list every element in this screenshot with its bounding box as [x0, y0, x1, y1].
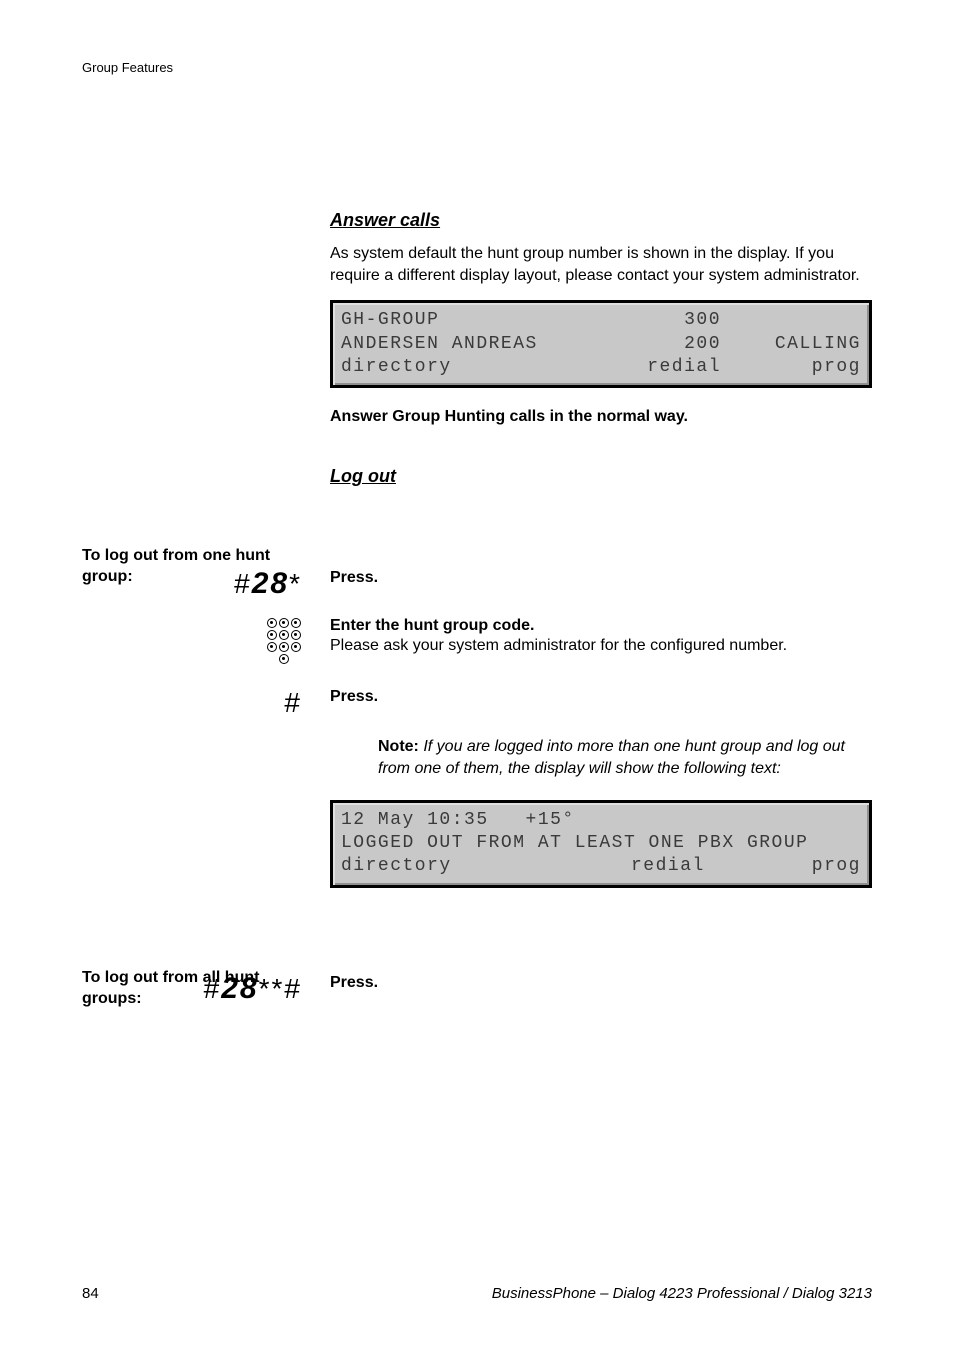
lcd-cell: redial — [631, 855, 761, 878]
section-title-log-out: Log out — [330, 466, 872, 487]
lcd-row: LOGGED OUT FROM AT LEAST ONE PBX GROUP — [341, 832, 861, 855]
hash-icon: # — [82, 688, 330, 718]
step-press-hash: Press. — [330, 688, 378, 705]
lcd-cell: prog — [741, 356, 861, 379]
lcd-cell: GH-GROUP — [341, 309, 621, 332]
lcd-row: 12 May 10:35 +15° — [341, 809, 861, 832]
footer-title: BusinessPhone – Dialog 4223 Professional… — [492, 1285, 872, 1302]
lcd-row: directory redial prog — [341, 356, 861, 379]
note-label: Note: — [378, 738, 419, 755]
answer-calls-body: As system default the hunt group number … — [330, 243, 872, 286]
lcd-cell — [741, 309, 861, 332]
lcd-cell: ANDERSEN ANDREAS — [341, 333, 621, 356]
lcd-cell: 12 May 10:35 +15° — [341, 809, 575, 832]
enter-hunt-group-code: Enter the hunt group code. — [330, 617, 872, 635]
lcd-cell: 300 — [621, 309, 741, 332]
page-number: 84 — [82, 1285, 99, 1302]
lcd-row: ANDERSEN ANDREAS 200 CALLING — [341, 333, 861, 356]
lcd-row: directory redial prog — [341, 855, 861, 878]
answer-instruction: Answer Group Hunting calls in the normal… — [330, 408, 872, 426]
enter-hunt-group-note: Please ask your system administrator for… — [330, 635, 872, 657]
lcd-row: GH-GROUP 300 — [341, 309, 861, 332]
logout-one-group-label: To log out from one hunt group: — [82, 546, 302, 588]
page-header: Group Features — [82, 60, 872, 75]
step-press-2: Press. — [330, 974, 378, 991]
lcd-cell: CALLING — [741, 333, 861, 356]
lcd-cell: directory — [341, 855, 631, 878]
lcd-cell: redial — [621, 356, 741, 379]
lcd-cell: 200 — [621, 333, 741, 356]
logout-all-groups-label: To log out from all hunt groups: — [82, 968, 302, 1010]
section-title-answer-calls: Answer calls — [330, 210, 872, 231]
keypad-icon — [82, 617, 330, 670]
lcd-cell: prog — [761, 855, 861, 878]
lcd-cell: LOGGED OUT FROM AT LEAST ONE PBX GROUP — [341, 832, 808, 855]
lcd-cell: directory — [341, 356, 621, 379]
lcd-display-answer: GH-GROUP 300 ANDERSEN ANDREAS 200 CALLIN… — [330, 300, 872, 388]
lcd-display-logout: 12 May 10:35 +15° LOGGED OUT FROM AT LEA… — [330, 800, 872, 888]
step-press-1: Press. — [330, 569, 378, 586]
note-block: Note: If you are logged into more than o… — [378, 736, 872, 779]
